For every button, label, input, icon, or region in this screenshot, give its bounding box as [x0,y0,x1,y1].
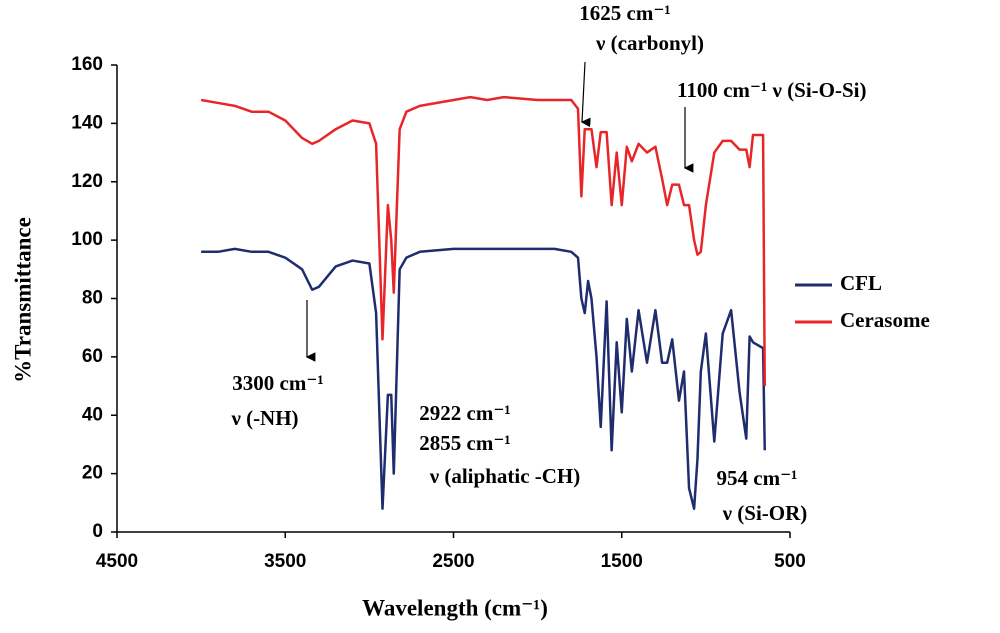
y-tick-label: 20 [82,463,103,484]
y-tick-label: 100 [71,229,103,250]
x-tick-label: 500 [774,551,806,572]
y-tick-label: 160 [71,54,103,75]
annotation: 954 cm⁻¹ [717,466,798,490]
x-tick-label: 1500 [601,551,643,572]
x-tick-label: 3500 [264,551,306,572]
y-tick-label: 80 [82,288,103,309]
annotation: ν (aliphatic -CH) [429,464,581,488]
y-tick-label: 60 [82,346,103,367]
annotation: 1100 cm⁻¹ ν (Si-O-Si) [677,78,867,102]
y-tick-label: 40 [82,404,103,425]
annotation: 1625 cm⁻¹ [579,1,670,25]
annotation: ν (-NH) [230,406,298,430]
series-line [201,247,767,510]
y-tick-label: 0 [92,521,103,542]
annotation: 2855 cm⁻¹ [419,431,510,455]
x-axis-label: Wavelength (cm⁻¹) [362,595,548,620]
annotation: ν (carbonyl) [595,31,704,55]
y-tick-label: 140 [71,112,103,133]
series-line [200,95,767,387]
x-tick-label: 2500 [432,551,474,572]
x-tick-label: 4500 [96,551,138,572]
y-axis-label: %Transmittance [10,217,35,383]
annotation: 2922 cm⁻¹ [419,401,510,425]
annotation: ν (Si-OR) [722,501,808,525]
annotation: 3300 cm⁻¹ [232,371,323,395]
legend-label: CFL [840,271,882,295]
arrow [580,61,591,128]
legend-label: Cerasome [840,308,930,332]
y-tick-label: 120 [71,171,103,192]
